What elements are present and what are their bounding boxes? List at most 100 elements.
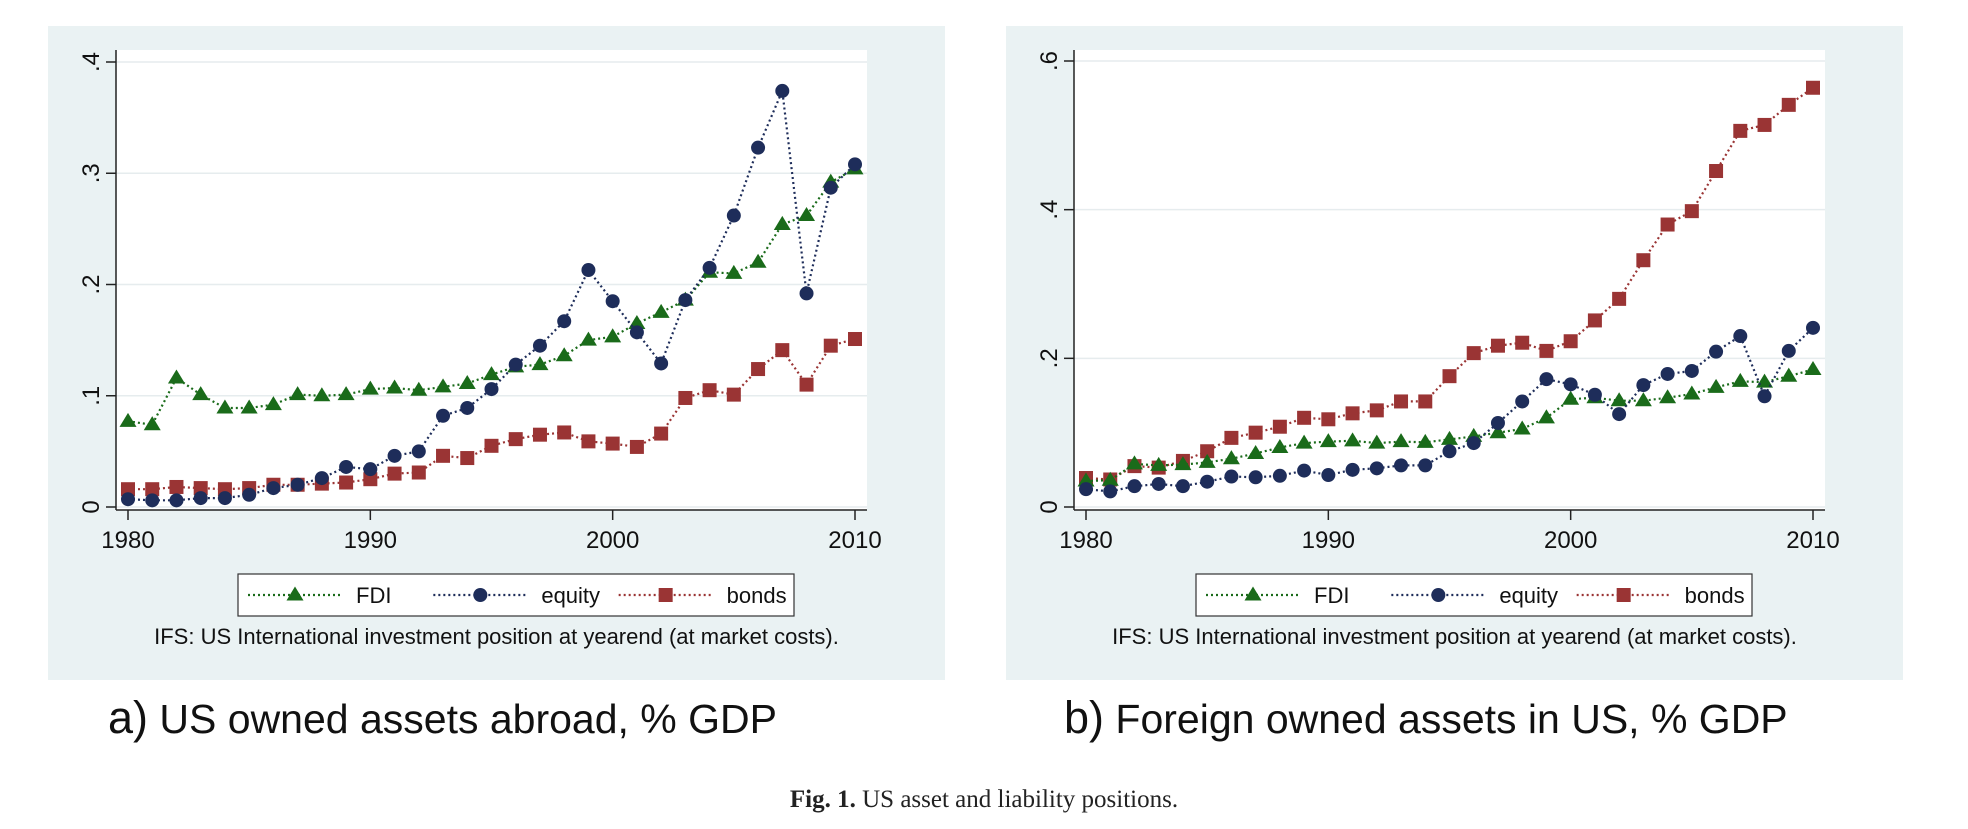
point-FDI-b-1982 [1125, 455, 1143, 470]
point-bonds-b-2000 [1563, 334, 1578, 349]
point-equity-b-1997 [1490, 416, 1505, 431]
point-FDI-a-1987 [289, 386, 307, 401]
point-equity-b-1983 [1151, 476, 1166, 491]
point-FDI-a-1997 [531, 356, 549, 371]
legend-marker-bonds-b [1616, 588, 1631, 602]
point-FDI-b-2007 [1731, 372, 1749, 387]
point-equity-a-1987 [290, 477, 305, 492]
point-FDI-b-1980 [1077, 472, 1095, 487]
point-FDI-a-1992 [410, 381, 428, 396]
y-tick-label-b-0: 0 [1036, 500, 1063, 513]
point-bonds-b-1993 [1394, 394, 1409, 409]
point-bonds-a-1995 [484, 438, 499, 453]
point-bonds-b-2004 [1660, 217, 1675, 232]
point-FDI-a-1980 [119, 412, 137, 427]
legend-marker-equity-b [1431, 588, 1446, 602]
legend-marker-FDI-b [1244, 586, 1262, 601]
point-FDI-a-1983 [192, 386, 210, 401]
series-equity-a [121, 83, 862, 508]
legend-box-a [237, 573, 795, 617]
point-equity-a-1994 [460, 400, 475, 415]
chart-svg-a: 0 .1 .2 .3 .4 1980 1990 2000 2010 FDI equity bonds [78, 50, 882, 617]
point-bonds-b-1998 [1515, 335, 1530, 350]
point-bonds-a-2000 [605, 436, 620, 451]
point-equity-b-1999 [1539, 372, 1554, 387]
point-equity-b-2005 [1684, 363, 1699, 378]
point-equity-b-1994 [1418, 458, 1433, 473]
point-FDI-a-1991 [386, 379, 404, 394]
point-equity-a-1983 [193, 491, 208, 506]
point-equity-a-1981 [145, 493, 160, 508]
point-FDI-a-2007 [773, 215, 791, 230]
point-FDI-a-2000 [604, 328, 622, 343]
point-equity-a-1991 [387, 448, 402, 463]
point-bonds-b-1988 [1272, 419, 1287, 434]
point-FDI-b-1981 [1101, 471, 1119, 486]
y-tick-label-a-2: .2 [78, 274, 105, 294]
point-equity-b-1980 [1079, 482, 1093, 497]
point-equity-a-1980 [121, 492, 135, 507]
point-equity-b-1985 [1200, 474, 1215, 489]
point-equity-b-2006 [1709, 344, 1724, 359]
point-equity-b-1991 [1345, 462, 1360, 477]
subcaption-b: b) Foreign owned assets in US, % GDP [1064, 692, 1788, 744]
point-FDI-a-1995 [483, 366, 500, 381]
point-equity-b-2002 [1612, 407, 1627, 422]
point-equity-b-1996 [1466, 436, 1481, 451]
chart-panel-b: 0 .2 .4 .6 1980 1990 2000 2010 FDI equity bonds IF… [1006, 26, 1903, 680]
point-bonds-a-2001 [629, 439, 644, 454]
point-equity-a-1997 [532, 338, 547, 353]
point-bonds-b-1992 [1369, 403, 1384, 418]
point-bonds-a-2009 [823, 338, 838, 353]
point-FDI-a-1981 [143, 416, 161, 431]
point-bonds-a-1990 [363, 472, 378, 487]
point-bonds-a-2007 [775, 343, 790, 358]
legend-label-bonds-b: bonds [1685, 583, 1745, 608]
point-bonds-a-1998 [557, 425, 572, 440]
point-FDI-b-1983 [1150, 456, 1168, 471]
point-FDI-b-1999 [1537, 409, 1555, 424]
point-equity-b-2004 [1660, 366, 1675, 381]
point-equity-a-1988 [314, 471, 329, 486]
point-equity-b-2000 [1563, 377, 1578, 392]
point-bonds-b-2002 [1612, 291, 1627, 306]
point-equity-a-2009 [823, 180, 838, 195]
point-FDI-a-2006 [749, 253, 767, 268]
point-equity-b-2007 [1733, 329, 1748, 344]
series-bonds-a [121, 332, 862, 497]
point-FDI-a-1989 [337, 386, 355, 401]
point-FDI-a-2002 [652, 303, 670, 318]
point-equity-a-1990 [363, 462, 378, 477]
figure-caption-label: Fig. 1. [789, 786, 856, 813]
y-tick-label-a-3: .3 [78, 163, 105, 183]
point-bonds-b-1985 [1200, 444, 1215, 459]
series-bonds-b [1079, 80, 1820, 487]
point-bonds-b-2006 [1709, 164, 1724, 179]
legend-label-equity-a: equity [541, 583, 600, 608]
legend-box-b [1195, 573, 1753, 617]
point-equity-a-1993 [436, 408, 451, 423]
point-FDI-b-1990 [1319, 433, 1337, 448]
x-tick-label-b-3: 2010 [1786, 527, 1839, 554]
point-bonds-a-1993 [436, 448, 451, 463]
point-equity-b-1986 [1224, 469, 1239, 484]
point-FDI-b-2010 [1804, 360, 1822, 376]
point-equity-b-1990 [1321, 468, 1336, 483]
point-FDI-b-1992 [1368, 434, 1386, 449]
point-FDI-b-2005 [1683, 385, 1701, 400]
point-bonds-a-2002 [654, 426, 669, 441]
point-FDI-b-1988 [1271, 439, 1289, 454]
point-equity-a-2006 [751, 140, 766, 155]
point-FDI-a-1985 [240, 399, 258, 414]
point-equity-b-1995 [1442, 444, 1457, 459]
point-bonds-a-2005 [726, 387, 741, 402]
point-FDI-b-1986 [1222, 450, 1240, 465]
y-tick-label-b-2: .4 [1036, 200, 1063, 220]
point-equity-a-2001 [629, 325, 644, 340]
point-FDI-b-1998 [1513, 420, 1531, 435]
point-bonds-a-1991 [387, 466, 402, 481]
subcaption-title-a: US owned assets abroad, % GDP [159, 696, 778, 742]
point-bonds-a-1983 [193, 481, 208, 496]
point-bonds-b-1987 [1248, 425, 1263, 440]
point-FDI-b-2002 [1610, 392, 1628, 407]
